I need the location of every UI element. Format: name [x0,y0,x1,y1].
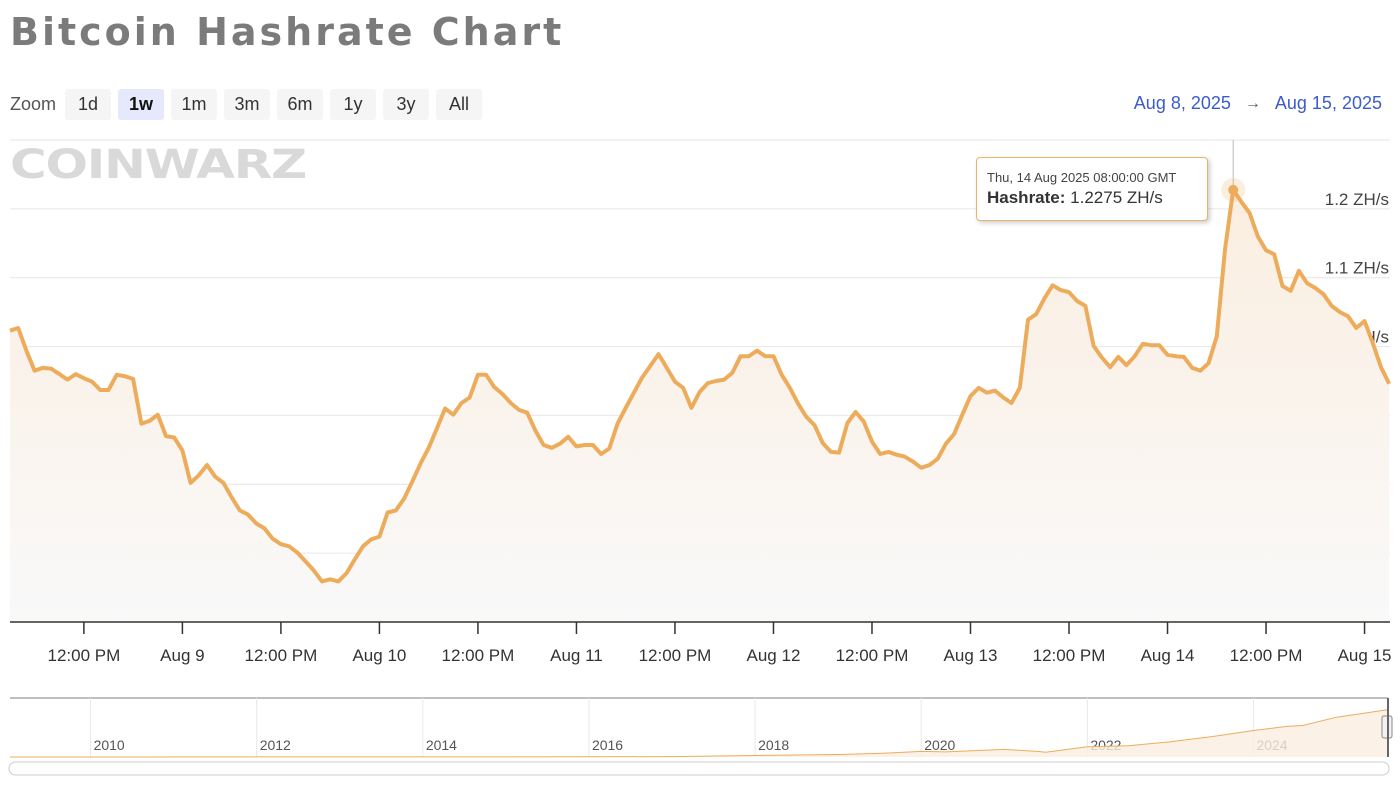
hover-point [1228,184,1239,195]
tooltip-value: 1.2275 ZH/s [1070,188,1163,207]
zoom-6m-button[interactable]: 6m [277,89,324,120]
x-tick-label: 12:00 PM [245,646,318,665]
x-tick-label: Aug 10 [352,646,406,665]
x-tick-label: Aug 12 [747,646,801,665]
tooltip-date: Thu, 14 Aug 2025 08:00:00 GMT [987,170,1177,185]
x-tick-label: 12:00 PM [48,646,121,665]
range-to-input[interactable]: Aug 15, 2025 [1274,93,1382,113]
tooltip: Thu, 14 Aug 2025 08:00:00 GMT Hashrate: … [976,157,1208,221]
date-range: Aug 8, 2025 → Aug 15, 2025 [1134,93,1382,114]
zoom-3y-button[interactable]: 3y [383,89,430,120]
navigator-year-label: 2016 [592,737,623,753]
navigator-line [9,709,1389,758]
arrow-right-icon: → [1244,94,1261,112]
navigator-year-label: 2014 [426,737,457,753]
zoom-1w-button[interactable]: 1w [118,89,165,120]
tooltip-label: Hashrate: [987,188,1066,207]
page-title: Bitcoin Hashrate Chart [10,10,565,54]
x-tick-label: Aug 14 [1141,646,1195,665]
navigator-scrollbar[interactable] [8,761,1390,776]
y-tick-label: 1.2 ZH/s [1325,190,1389,209]
zoom-1y-button[interactable]: 1y [330,89,377,120]
navigator-year-label: 2018 [758,737,789,753]
range-from-input[interactable]: Aug 8, 2025 [1133,93,1231,113]
x-tick-label: Aug 11 [550,646,603,665]
coinwarz-logo-watermark: COINWARZ [10,142,307,188]
x-tick-label: 12:00 PM [1230,646,1303,665]
x-tick-label: Aug 13 [944,646,998,665]
zoom-selector: Zoom 1d 1w 1m 3m 6m 1y 3y All [10,89,483,120]
x-tick-label: 12:00 PM [442,646,515,665]
zoom-1m-button[interactable]: 1m [171,89,218,120]
navigator-area [10,709,1388,757]
x-tick-label: Aug 15 [1338,646,1392,665]
zoom-all-button[interactable]: All [436,89,483,120]
navigator-year-label: 2020 [924,737,955,753]
area-fill [10,189,1390,622]
zoom-3m-button[interactable]: 3m [224,89,271,120]
y-tick-label: 1.1 ZH/s [1325,259,1389,278]
x-tick-label: 12:00 PM [836,646,909,665]
navigator-year-label: 2010 [94,737,125,753]
zoom-1d-button[interactable]: 1d [65,89,112,120]
x-tick-label: Aug 9 [160,646,204,665]
zoom-label: Zoom [10,94,57,114]
navigator-year-label: 2012 [260,737,291,753]
x-tick-label: 12:00 PM [1033,646,1106,665]
x-tick-label: 12:00 PM [639,646,712,665]
